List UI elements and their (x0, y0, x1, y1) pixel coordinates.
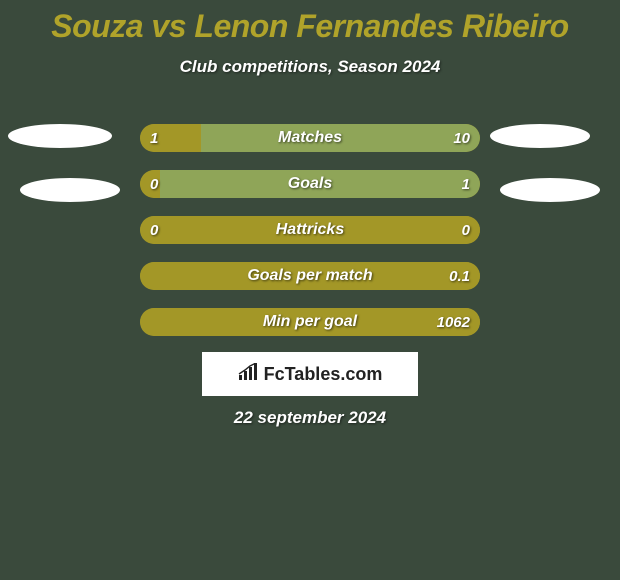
stat-row: 00Hattricks (140, 216, 480, 244)
stat-row: 01Goals (140, 170, 480, 198)
logo-text: FcTables.com (264, 364, 383, 385)
stat-row: 0.1Goals per match (140, 262, 480, 290)
stat-label: Hattricks (140, 216, 480, 244)
date-label: 22 september 2024 (0, 408, 620, 428)
stat-label: Goals per match (140, 262, 480, 290)
chart-icon (238, 363, 258, 386)
photo-placeholder (500, 178, 600, 202)
stat-label: Goals (140, 170, 480, 198)
photo-placeholder (490, 124, 590, 148)
stat-label: Min per goal (140, 308, 480, 336)
comparison-rows: 110Matches 01Goals 00Hattricks 0.1Goals per… (140, 124, 480, 354)
logo-box: FcTables.com (202, 352, 418, 396)
photo-placeholder (20, 178, 120, 202)
stat-label: Matches (140, 124, 480, 152)
page-title: Souza vs Lenon Fernandes Ribeiro (0, 0, 620, 45)
photo-placeholder (8, 124, 112, 148)
subtitle: Club competitions, Season 2024 (0, 57, 620, 77)
stat-row: 1062Min per goal (140, 308, 480, 336)
logo: FcTables.com (238, 363, 383, 386)
stat-row: 110Matches (140, 124, 480, 152)
